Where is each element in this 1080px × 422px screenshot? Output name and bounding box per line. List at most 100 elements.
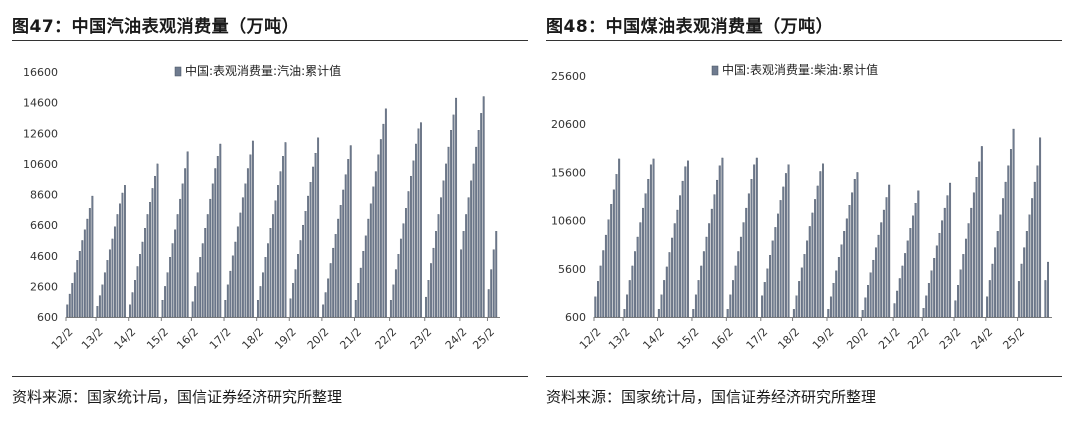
bar bbox=[241, 197, 244, 318]
y-tick-label: 4600 bbox=[30, 250, 58, 263]
bar bbox=[156, 163, 159, 318]
bar bbox=[845, 218, 848, 318]
source-note: 资料来源：国家统计局，国信证券经济研究所整理 bbox=[546, 388, 877, 406]
legend-label: 中国:表观消费量:汽油:累计值 bbox=[185, 63, 341, 78]
x-tick-label: 16/2 bbox=[174, 325, 201, 352]
bar bbox=[964, 238, 967, 318]
bar bbox=[639, 222, 642, 318]
bar bbox=[214, 168, 217, 318]
bar bbox=[206, 214, 209, 318]
x-tick-label: 16/2 bbox=[709, 325, 736, 352]
bar bbox=[119, 203, 121, 318]
bar bbox=[1012, 128, 1015, 318]
legend-swatch bbox=[711, 65, 719, 76]
bar bbox=[784, 173, 787, 318]
bar bbox=[78, 251, 81, 318]
bar bbox=[427, 280, 430, 318]
bar bbox=[687, 160, 689, 318]
bar bbox=[374, 171, 377, 318]
bar bbox=[224, 300, 227, 318]
bar bbox=[83, 229, 86, 318]
bar bbox=[822, 163, 824, 318]
y-tick-label: 15600 bbox=[551, 166, 586, 179]
bar bbox=[394, 269, 397, 318]
bar bbox=[840, 244, 843, 318]
bar bbox=[594, 296, 597, 318]
bar bbox=[710, 208, 713, 318]
x-tick-label: 14/2 bbox=[112, 325, 139, 352]
bar bbox=[477, 130, 480, 318]
bar bbox=[602, 250, 605, 318]
bar bbox=[604, 234, 607, 318]
bar bbox=[713, 194, 716, 318]
bar bbox=[116, 214, 119, 318]
bar bbox=[829, 296, 832, 318]
bar bbox=[896, 290, 899, 318]
bar bbox=[726, 309, 729, 318]
bar bbox=[312, 166, 315, 318]
x-tick-label: 21/2 bbox=[337, 325, 364, 352]
bar bbox=[671, 237, 674, 318]
bar bbox=[901, 265, 904, 318]
bar bbox=[154, 175, 156, 318]
y-tick-label: 20600 bbox=[551, 118, 586, 131]
bar bbox=[644, 193, 647, 318]
bar bbox=[292, 283, 294, 318]
y-tick-label: 2600 bbox=[30, 280, 58, 293]
bar bbox=[246, 168, 249, 318]
bar bbox=[795, 295, 798, 318]
bar bbox=[113, 226, 116, 318]
y-tick-label: 5600 bbox=[558, 263, 586, 276]
bar bbox=[1004, 181, 1007, 318]
bar bbox=[636, 236, 639, 318]
bar bbox=[455, 97, 458, 318]
bar bbox=[171, 243, 174, 318]
x-tick-label: 23/2 bbox=[408, 325, 435, 352]
x-tick-label: 17/2 bbox=[744, 325, 771, 352]
bar bbox=[236, 226, 239, 318]
bar bbox=[121, 192, 124, 318]
bar bbox=[851, 192, 854, 318]
bar bbox=[487, 289, 490, 318]
bar bbox=[397, 254, 400, 318]
bar bbox=[623, 309, 626, 318]
bar bbox=[216, 156, 219, 318]
bar bbox=[716, 179, 719, 318]
bar bbox=[938, 232, 941, 318]
x-tick-label: 12/2 bbox=[49, 325, 76, 352]
bar bbox=[1033, 181, 1036, 318]
y-tick-label: 25600 bbox=[551, 70, 586, 83]
bar bbox=[787, 164, 790, 318]
bar bbox=[327, 278, 330, 318]
bar bbox=[450, 130, 453, 318]
bar bbox=[853, 178, 856, 318]
bar bbox=[372, 186, 375, 318]
bar bbox=[909, 228, 912, 318]
bar bbox=[612, 189, 615, 318]
bar bbox=[169, 257, 172, 318]
bar bbox=[631, 265, 634, 318]
bar bbox=[495, 231, 498, 318]
x-tick-label: 22/2 bbox=[905, 325, 932, 352]
bar bbox=[399, 238, 402, 318]
bar bbox=[607, 219, 610, 318]
bar bbox=[181, 183, 184, 318]
bar bbox=[949, 182, 952, 318]
x-tick-label: 20/2 bbox=[305, 325, 332, 352]
bar bbox=[76, 260, 79, 318]
bar bbox=[357, 283, 360, 318]
bar bbox=[774, 227, 777, 318]
bar bbox=[867, 285, 869, 318]
bar bbox=[1017, 281, 1020, 318]
bar bbox=[244, 183, 247, 318]
bar bbox=[226, 284, 229, 318]
bar bbox=[415, 143, 417, 318]
bar bbox=[967, 223, 970, 318]
bar bbox=[384, 108, 387, 318]
bar bbox=[174, 229, 177, 318]
bar bbox=[289, 298, 292, 318]
bar bbox=[946, 195, 949, 318]
bar bbox=[389, 300, 392, 318]
bar bbox=[304, 211, 307, 318]
source-divider bbox=[546, 376, 1062, 377]
